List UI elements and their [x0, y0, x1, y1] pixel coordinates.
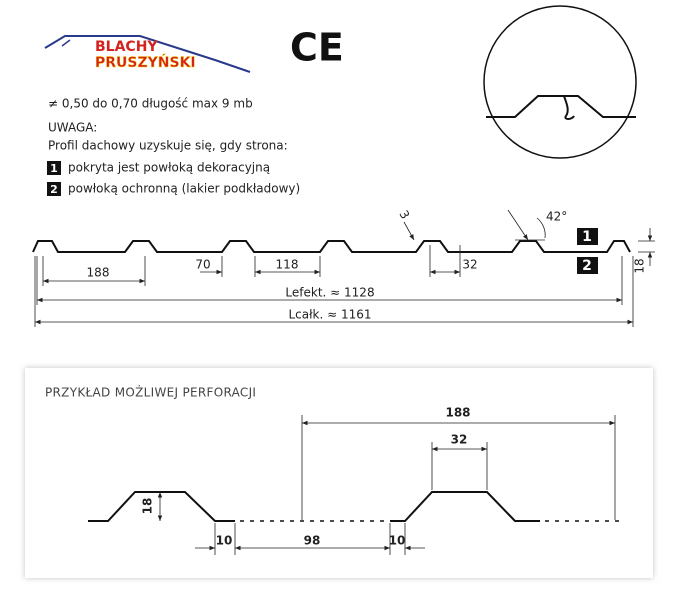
- note-text: Profil dachowy uzyskuje się, gdy strona:: [48, 139, 288, 153]
- length-label: Lefekt. ≈ 1128: [285, 286, 374, 300]
- note-item: powłoką ochronną (lakier podkładowy): [68, 182, 300, 196]
- profile: [32, 240, 631, 253]
- side-badge: [577, 228, 598, 245]
- dim-label: 188: [445, 406, 470, 420]
- dim-label: 188: [87, 266, 110, 280]
- note-item: pokryta jest powłoką dekoracyjną: [68, 161, 270, 175]
- badge: [47, 161, 61, 175]
- dim-label: 10: [216, 534, 233, 548]
- dim-label: 18: [141, 498, 155, 515]
- side-number: 1: [582, 229, 592, 245]
- side-number: 2: [582, 258, 592, 274]
- logo: BLACHY PRUSZYŃSKI: [44, 35, 251, 73]
- dim-label: 118: [276, 258, 299, 272]
- logo-text: BLACHY: [95, 39, 158, 55]
- dim-label: 32: [451, 433, 468, 447]
- panel: [25, 368, 653, 578]
- dim-label: 10: [389, 534, 406, 548]
- dimensions: [157, 415, 616, 555]
- logo-text: PRUSZYŃSKI: [95, 53, 196, 71]
- dimensions: [34, 209, 655, 327]
- detail-circle: [483, 5, 637, 159]
- badge: [47, 182, 61, 196]
- badge-number: 2: [50, 183, 58, 196]
- side-badge: [577, 257, 598, 274]
- dim-label: 32: [462, 258, 477, 272]
- spec-text: ≠ 0,50 do 0,70 długość max 9 mb: [48, 97, 253, 111]
- dim-label: 18: [633, 258, 647, 273]
- length-label: Lcałk. ≈ 1161: [288, 308, 371, 322]
- note-title: UWAGA:: [48, 121, 97, 135]
- badge-number: 1: [50, 162, 58, 175]
- dim-label: 3: [396, 208, 412, 222]
- dim-label: 42°: [546, 210, 567, 224]
- dim-label: 70: [195, 258, 210, 272]
- ce-mark: CE: [290, 26, 344, 70]
- panel-title: PRZYKŁAD MOŻLIWEJ PERFORACJI: [45, 385, 256, 400]
- dim-label: 98: [304, 534, 321, 548]
